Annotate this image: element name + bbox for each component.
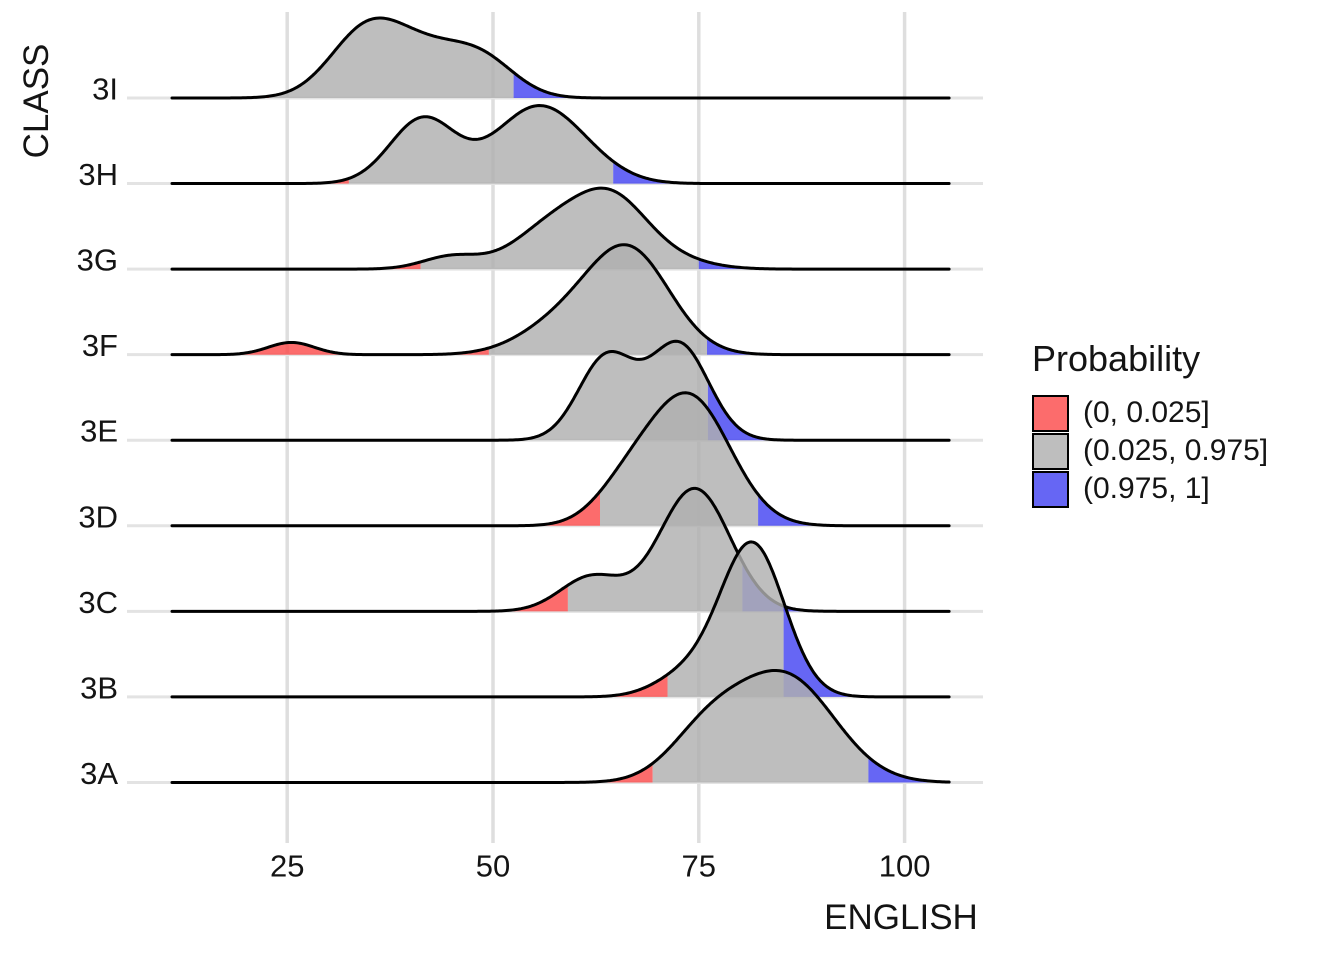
y-axis-title: CLASS bbox=[17, 43, 56, 159]
legend-label-high: (0.975, 1] bbox=[1083, 472, 1210, 505]
middle-fill-3E bbox=[473, 341, 708, 441]
ridge-3A bbox=[170, 668, 951, 784]
density-curve-3D bbox=[170, 391, 951, 528]
x-axis-title: ENGLISH bbox=[824, 898, 978, 937]
density-curve-3I bbox=[170, 16, 951, 100]
upper-tail-fill-3I bbox=[513, 72, 951, 98]
upper-tail-fill-3D bbox=[758, 494, 951, 526]
ridge-3D bbox=[170, 391, 951, 528]
legend-item-mid: (0.025, 0.975] bbox=[1032, 432, 1268, 470]
class-label-3A: 3A bbox=[80, 756, 118, 791]
upper-tail-fill-3B bbox=[783, 601, 951, 697]
ridge-3E bbox=[170, 339, 951, 442]
legend-label-mid: (0.025, 0.975] bbox=[1083, 434, 1269, 467]
legend-rows: (0, 0.025] (0.025, 0.975] (0.975, 1] bbox=[1032, 394, 1268, 508]
upper-tail-fill-3F bbox=[707, 337, 951, 355]
x-tick-label-25: 25 bbox=[270, 849, 304, 884]
class-label-3E: 3E bbox=[80, 414, 118, 449]
class-label-3I: 3I bbox=[92, 72, 118, 107]
density-curve-3G bbox=[170, 186, 951, 271]
upper-tail-fill-3A bbox=[868, 756, 951, 783]
legend-swatch-red bbox=[1032, 394, 1069, 432]
lower-tail-fill-3B bbox=[172, 674, 668, 697]
legend-swatch-gray bbox=[1032, 433, 1069, 470]
upper-tail-fill-3E bbox=[707, 380, 951, 441]
density-curve-3A bbox=[170, 668, 951, 784]
middle-fill-3B bbox=[667, 541, 784, 697]
class-label-3B: 3B bbox=[80, 670, 118, 705]
ridge-3I bbox=[170, 16, 951, 100]
density-curve-3B bbox=[170, 540, 951, 699]
upper-tail-fill-3H bbox=[613, 161, 951, 184]
legend-item-low: (0, 0.025] bbox=[1032, 394, 1268, 432]
legend-title: Probability bbox=[1032, 338, 1201, 379]
lower-tail-fill-3D bbox=[172, 491, 600, 526]
middle-fill-3A bbox=[652, 670, 869, 783]
class-label-3C: 3C bbox=[78, 585, 118, 620]
legend-label-low: (0, 0.025] bbox=[1083, 396, 1210, 429]
class-label-3F: 3F bbox=[82, 328, 118, 363]
middle-fill-3F bbox=[488, 244, 707, 355]
density-curve-3E bbox=[170, 339, 951, 442]
legend: Probability (0, 0.025] (0.025, 0.975] (0… bbox=[1032, 338, 1268, 508]
middle-fill-3G bbox=[420, 188, 699, 270]
class-label-3D: 3D bbox=[78, 499, 118, 534]
ridge-3F bbox=[170, 243, 951, 357]
x-tick-label-100: 100 bbox=[879, 849, 931, 884]
legend-swatch-blue bbox=[1032, 471, 1069, 508]
x-tick-label-50: 50 bbox=[476, 849, 510, 884]
density-curve-3F bbox=[170, 243, 951, 357]
density-curve-3C bbox=[170, 486, 951, 613]
middle-fill-3H bbox=[348, 105, 614, 184]
density-curve-3H bbox=[170, 104, 951, 186]
middle-fill-3C bbox=[567, 488, 743, 612]
lower-tail-fill-3C bbox=[172, 585, 568, 612]
x-tick-label-75: 75 bbox=[682, 849, 716, 884]
middle-fill-3I bbox=[269, 18, 514, 98]
lower-tail-fill-3A bbox=[172, 763, 653, 783]
legend-item-high: (0.975, 1] bbox=[1032, 470, 1268, 508]
upper-tail-fill-3G bbox=[698, 259, 951, 270]
ridge-3H bbox=[170, 104, 951, 186]
class-label-3G: 3G bbox=[77, 243, 118, 278]
class-label-3H: 3H bbox=[78, 157, 118, 192]
